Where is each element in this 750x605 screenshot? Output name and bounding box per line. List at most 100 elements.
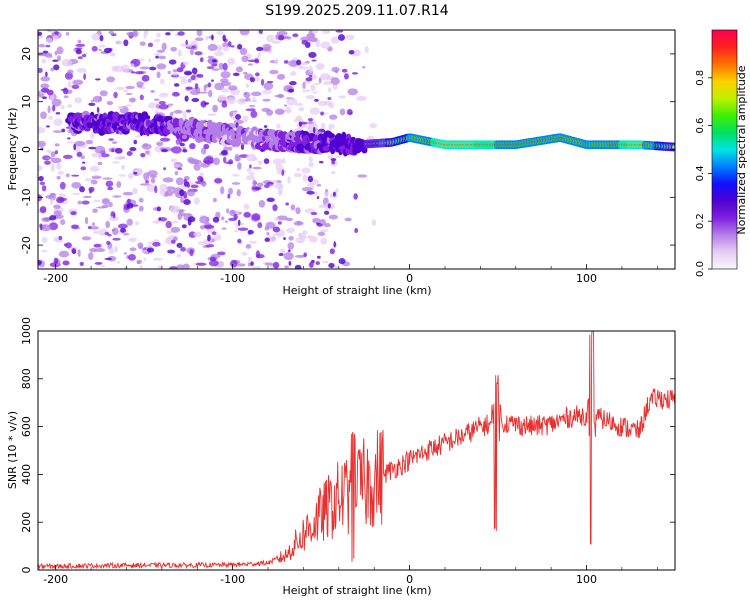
spectrogram-noise-blob (65, 242, 72, 248)
spectrogram-noise-blob (297, 221, 301, 225)
spectrogram-noise-blob (362, 66, 365, 69)
spectrogram-noise-blob (235, 114, 241, 120)
spectrogram-noise-blob (294, 173, 303, 177)
spectrogram-noise-blob (66, 141, 74, 143)
spectrogram-noise-blob (54, 31, 59, 35)
snr-xlabel: Height of straight line (km) (282, 584, 431, 597)
spectrogram-noise-blob (285, 202, 289, 205)
spectrogram-noise-blob (303, 252, 307, 257)
spectrogram-noise-blob (286, 228, 295, 234)
spectrogram-noise-blob (254, 59, 259, 63)
spectrogram-noise-blob (111, 149, 114, 153)
spectrogram-noise-blob (306, 95, 316, 100)
spectrogram-noise-blob (126, 219, 133, 226)
spectrogram-noise-blob (182, 224, 187, 228)
spectrogram-noise-blob (66, 174, 70, 178)
spectrogram-noise-blob (92, 46, 98, 52)
spectrogram-noise-blob (47, 106, 50, 114)
spectrogram-noise-blob (119, 174, 126, 176)
spectrogram-noise-blob (216, 48, 222, 52)
spectrogram-noise-blob (204, 85, 207, 92)
spectrogram-noise-blob (274, 95, 284, 98)
spectrogram-noise-blob (302, 187, 313, 191)
spectrogram-noise-blob (108, 202, 113, 207)
figure: S199.2025.209.11.07.R14 -200 -100 0 100 -20… (0, 0, 750, 600)
spectrogram-noise-blob (290, 71, 297, 76)
spectrogram-noise-blob (200, 181, 206, 185)
spectrogram-noise-blob (128, 238, 137, 242)
spectrogram-noise-blob (273, 226, 281, 232)
spectrogram-noise-blob (82, 54, 86, 57)
spectrogram-noise-blob (130, 63, 134, 67)
spectrogram-noise-blob (232, 174, 240, 177)
spectrogram-noise-blob (251, 213, 260, 220)
spectrogram-noise-blob (230, 211, 234, 214)
spectrogram-noise-blob (177, 213, 182, 220)
spectrogram-noise-blob (93, 96, 102, 103)
spectrogram-noise-blob (249, 241, 257, 244)
spectrogram-noise-blob (281, 169, 284, 176)
spectrogram-noise-blob (83, 73, 86, 80)
spectrogram-noise-blob (184, 179, 187, 183)
spectrogram-noise-blob (135, 71, 144, 74)
spectrogram-noise-blob (82, 162, 85, 164)
spectrogram-noise-blob (272, 204, 277, 211)
spectrogram-noise-blob (250, 261, 253, 265)
spectrogram-noise-blob (183, 199, 191, 205)
spectrogram-noise-blob (79, 186, 85, 192)
spectrogram-noise-blob (176, 141, 179, 145)
spectrogram-noise-blob (154, 185, 157, 193)
spectrogram-noise-blob (163, 177, 174, 182)
spectrogram-noise-blob (320, 73, 331, 80)
spectrogram-noise-blob (150, 90, 154, 93)
spectrogram-noise-blob (264, 158, 270, 164)
spectrogram-noise-blob (244, 204, 250, 210)
spectrogram-noise-blob (300, 122, 308, 125)
spectrogram-noise-blob (318, 232, 325, 236)
spectrogram-noise-blob (193, 163, 200, 171)
spectrogram-noise-blob (317, 196, 319, 199)
spectrogram-noise-blob (90, 166, 100, 172)
spectrogram-noise-blob (262, 89, 272, 94)
spectrogram-noise-blob (98, 45, 106, 48)
spectrogram-noise-blob (279, 253, 284, 256)
spectrogram-noise-blob (227, 194, 230, 199)
spectrogram-noise-blob (168, 71, 171, 74)
spectrogram-noise-blob (88, 252, 93, 260)
spectrogram-noise-blob (314, 99, 319, 102)
spectrogram-noise-blob (316, 44, 320, 47)
spectrogram-noise-blob (189, 143, 195, 149)
spectrogram-noise-blob (140, 153, 145, 158)
spectrogram-noise-blob (292, 33, 298, 37)
spectrogram-noise-blob (344, 73, 349, 79)
spectrogram-noise-blob (287, 176, 290, 183)
spectrogram-noise-blob (109, 52, 115, 56)
spectrogram-noise-blob (210, 257, 216, 261)
spectrogram-noise-blob (42, 96, 47, 99)
spectrogram-noise-blob (36, 32, 42, 36)
snr-panel: -200 -100 0 100 02004006008001000 Height of… (6, 317, 675, 597)
spectrogram-noise-blob (311, 212, 318, 215)
spectrogram-noise-blob (335, 188, 338, 193)
spectrogram-noise-blob (287, 36, 292, 39)
spectrogram-noise-blob (139, 206, 144, 212)
spectrogram-noise-blob (174, 83, 180, 87)
spectrogram-noise-blob (159, 184, 167, 192)
spectrogram-noise-blob (298, 241, 302, 243)
spectrogram-noise-blob (59, 251, 69, 258)
spectrogram-noise-blob (114, 246, 118, 253)
spectrogram-noise-blob (71, 175, 79, 177)
y-tick-label: 0 (20, 567, 33, 574)
spectrogram-noise-blob (172, 92, 180, 97)
y-tick-label: 10 (20, 95, 33, 109)
spectrogram-noise-blob (251, 92, 262, 97)
spectrogram-noise-blob (171, 240, 176, 244)
spectrogram-noise-blob (45, 45, 50, 48)
spectrogram-noise-blob (152, 242, 160, 247)
spectrogram-noise-blob (319, 161, 324, 163)
colorbar-gradient (712, 30, 737, 269)
spectrogram-noise-blob (272, 40, 282, 44)
spectrogram-noise-blob (123, 39, 128, 46)
spectrogram-noise-blob (171, 72, 179, 75)
spectrogram-noise-blob (261, 108, 270, 112)
